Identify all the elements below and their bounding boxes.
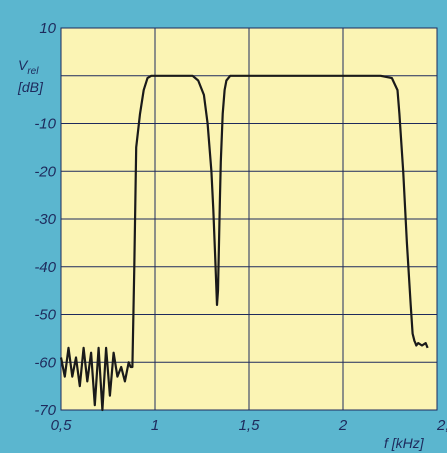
y-tick-label: -20: [34, 163, 56, 180]
y-tick-label: -70: [34, 402, 56, 419]
y-tick-label: -40: [34, 259, 56, 276]
grid: [60, 27, 438, 411]
y-tick-label: -50: [34, 307, 56, 324]
x-tick-label: 1,5: [239, 417, 261, 434]
x-tick-label: 1: [151, 417, 159, 434]
y-tick-label: -60: [34, 354, 56, 371]
x-tick-label: 2: [338, 417, 348, 434]
y-tick-label: 10: [39, 20, 56, 37]
tick-labels: 10 -10 -20 -30 -40 -50 -60 -700,5 1 1,5 2 2,5: [34, 20, 447, 434]
x-axis-label: f [kHz]: [384, 435, 425, 451]
x-tick-label: 0,5: [51, 417, 73, 434]
y-axis-unit: [dB]: [17, 79, 44, 95]
y-axis-label: Vrel: [18, 57, 39, 77]
series-line: [59, 74, 429, 412]
y-tick-label: -30: [34, 211, 56, 228]
x-tick-label: 2,5: [436, 417, 447, 434]
y-tick-label: -10: [34, 116, 56, 133]
